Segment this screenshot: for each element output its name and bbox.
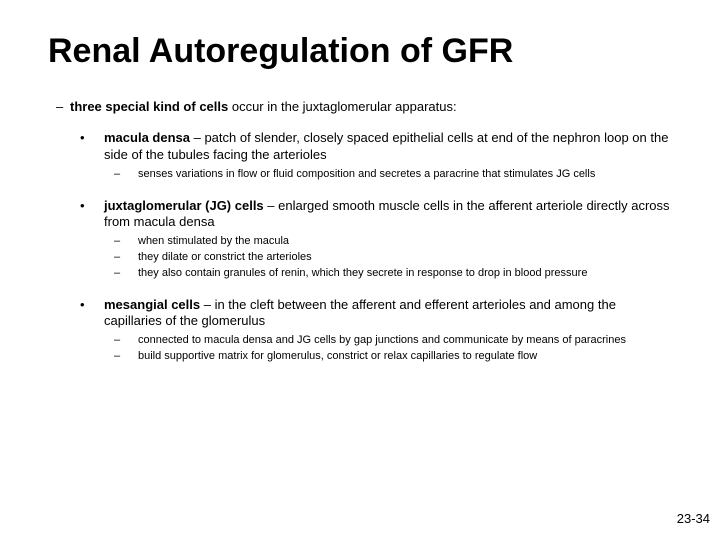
macula-bold: macula densa (104, 130, 190, 145)
dash-icon: – (126, 168, 138, 182)
mes-line: •mesangial cells – in the cleft between … (92, 297, 672, 331)
macula-sub1: –senses variations in flow or fluid comp… (126, 168, 672, 182)
mes-block: •mesangial cells – in the cleft between … (48, 297, 672, 364)
page-number: 23-34 (677, 511, 710, 526)
dash-icon: – (126, 235, 138, 249)
jg-bold: juxtaglomerular (JG) cells (104, 198, 264, 213)
jg-line: •juxtaglomerular (JG) cells – enlarged s… (92, 198, 672, 232)
bullet-icon: • (92, 297, 104, 314)
slide: Renal Autoregulation of GFR –three speci… (0, 0, 720, 540)
jg-block: •juxtaglomerular (JG) cells – enlarged s… (48, 198, 672, 281)
mes-sub1: –connected to macula densa and JG cells … (126, 334, 672, 348)
dash-icon: – (126, 350, 138, 364)
jg-sub2: –they dilate or constrict the arterioles (126, 251, 672, 265)
intro-rest: occur in the juxtaglomerular apparatus: (228, 99, 456, 114)
dash-icon: – (56, 99, 70, 114)
mes-bold: mesangial cells (104, 297, 200, 312)
slide-title: Renal Autoregulation of GFR (48, 32, 672, 71)
bullet-icon: • (92, 130, 104, 147)
intro-line: –three special kind of cells occur in th… (56, 99, 672, 114)
bullet-icon: • (92, 198, 104, 215)
dash-icon: – (126, 267, 138, 281)
jg-sub3: –they also contain granules of renin, wh… (126, 267, 672, 281)
mes-sub2: –build supportive matrix for glomerulus,… (126, 350, 672, 364)
macula-block: •macula densa – patch of slender, closel… (48, 130, 672, 182)
dash-icon: – (126, 251, 138, 265)
intro-bold: three special kind of cells (70, 99, 228, 114)
dash-icon: – (126, 334, 138, 348)
macula-line: •macula densa – patch of slender, closel… (92, 130, 672, 164)
jg-sub1: –when stimulated by the macula (126, 235, 672, 249)
